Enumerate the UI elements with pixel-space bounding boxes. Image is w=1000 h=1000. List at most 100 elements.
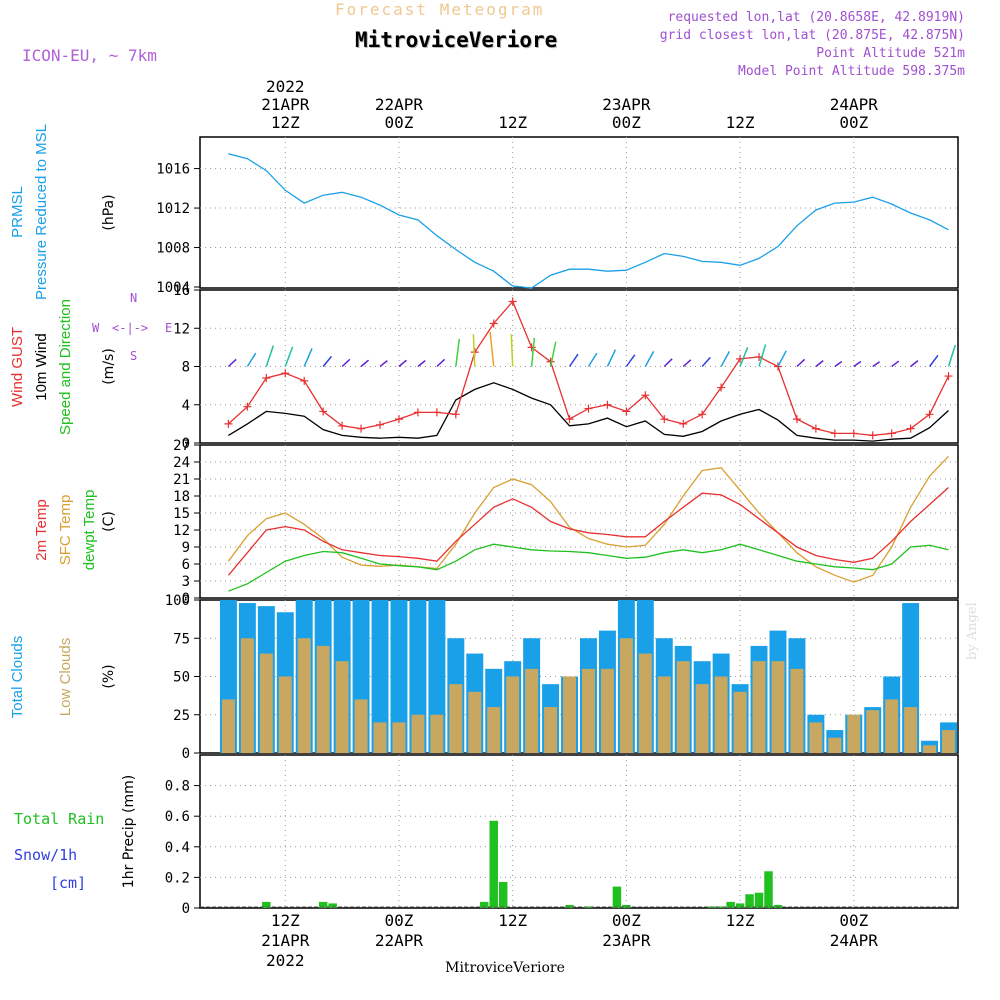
station-title: MitroviceVeriore: [355, 28, 558, 52]
wind-gust-line-point: [413, 408, 422, 417]
y-tick-label: 12: [173, 321, 190, 337]
low-cloud-bar: [809, 722, 823, 753]
top-time-label: 12Z: [271, 113, 300, 132]
wind-gust-line-point: [717, 383, 726, 392]
low-cloud-bar: [885, 699, 899, 753]
y-axis-label-pressure: (hPa): [101, 194, 117, 230]
y-tick-label: 3: [182, 574, 190, 590]
bottom-date-label: 21APR: [261, 931, 310, 950]
rain-bar: [565, 904, 574, 908]
t2m-line: [227, 487, 949, 576]
low-cloud-bar: [582, 668, 595, 753]
wind-arrow: [303, 348, 313, 367]
wind-gust-line-point: [792, 415, 801, 424]
low-cloud-bar: [373, 722, 387, 753]
bottom-year-label: 2022: [266, 951, 305, 970]
y-tick-label: 1004: [156, 280, 190, 296]
wind-gust-line-point: [262, 373, 271, 382]
rain-bar: [745, 894, 754, 908]
label-snow: Snow/1h: [14, 846, 77, 864]
footer-station: MitroviceVeriore: [445, 960, 565, 976]
rain-bar: [498, 881, 508, 908]
low-cloud-bar: [449, 684, 463, 753]
y-tick-label: 8: [182, 360, 190, 376]
y-tick-label: 0: [182, 746, 190, 762]
compass-e: E: [165, 321, 172, 335]
low-cloud-bar: [657, 676, 671, 753]
requested-coords: requested lon,lat (20.8658E, 42.8919N): [667, 10, 965, 25]
y-tick-label: 0: [182, 436, 190, 452]
y-tick-label: 15: [173, 506, 190, 522]
low-cloud-bar: [923, 745, 937, 753]
rain-bar: [726, 901, 735, 908]
label-sfc-temp: SFC Temp: [57, 495, 74, 566]
rain-bar: [754, 892, 764, 908]
y-tick-label: 0.8: [165, 779, 190, 795]
wind-arrow: [701, 356, 711, 368]
label-low-clouds: Low Clouds: [57, 638, 74, 716]
rain-bar: [480, 901, 489, 908]
label-total-clouds: Total Clouds: [9, 636, 26, 719]
wind-arrow: [360, 359, 370, 368]
low-cloud-bar: [506, 676, 520, 753]
wind-arrow: [834, 360, 843, 368]
meteogram-subtitle: Forecast Meteogram: [335, 0, 545, 19]
bottom-time-label: 00Z: [612, 911, 641, 930]
panel-frame-temperature: [199, 444, 959, 599]
wind-gust-line-point: [489, 319, 498, 328]
pressure-line: [228, 153, 949, 289]
low-cloud-bar: [278, 676, 292, 753]
rain-bar: [735, 903, 745, 908]
y-tick-label: 1016: [156, 162, 190, 178]
wind-arrow: [341, 358, 351, 368]
wind-arrow: [472, 334, 476, 367]
model-label: ICON-EU, ~ 7km: [22, 46, 157, 65]
bottom-time-label: 00Z: [839, 911, 868, 930]
wind-arrow: [891, 360, 900, 368]
top-time-label: 00Z: [839, 113, 868, 132]
label-speed-direction: Speed and Direction: [57, 299, 74, 435]
wind-arrow: [455, 338, 461, 367]
wind-arrow: [796, 358, 806, 368]
wind-gust-line-point: [679, 419, 688, 428]
y-tick-label: 50: [173, 670, 190, 686]
y-tick-label: 0.6: [165, 809, 190, 825]
y-tick-label: 9: [182, 540, 190, 556]
low-cloud-bar: [392, 722, 406, 753]
wind-arrow: [758, 344, 767, 367]
low-cloud-bar: [695, 684, 709, 753]
wind-arrow: [777, 350, 787, 367]
rain-bar: [764, 871, 773, 908]
y-tick-label: 12: [173, 523, 190, 539]
low-cloud-bar: [619, 638, 633, 753]
panel-frame-precip: [199, 754, 959, 909]
wind-gust-line-point: [811, 424, 820, 433]
wind-gust-line-point: [376, 420, 385, 429]
wind-gust-line-point: [300, 376, 309, 385]
low-cloud-bar: [354, 699, 368, 753]
wind-arrow: [910, 360, 919, 368]
bottom-time-label: 00Z: [385, 911, 414, 930]
wind-gust-line-point: [243, 402, 252, 411]
wind-speed-line: [228, 382, 949, 442]
low-cloud-bar: [752, 661, 766, 753]
point-altitude: Point Altitude 521m: [816, 46, 965, 61]
y-tick-label: 16: [173, 283, 190, 299]
bottom-date-label: 24APR: [830, 931, 879, 950]
low-cloud-bar: [771, 661, 785, 753]
y-tick-label: 6: [182, 557, 190, 573]
wind-arrow: [947, 344, 957, 367]
wind-arrow: [322, 355, 333, 367]
wind-gust-line-point: [698, 410, 707, 419]
wind-gust-line-point: [849, 429, 858, 438]
wind-arrow: [739, 347, 749, 367]
wind-gust-line-point: [660, 415, 669, 424]
wind-arrow: [815, 360, 824, 368]
compass-arrows: <-|->: [112, 321, 148, 335]
low-cloud-bar: [487, 707, 501, 753]
low-cloud-bar: [790, 668, 804, 753]
wind-gust-line-point: [357, 424, 366, 433]
wind-gust-line-point: [451, 410, 460, 419]
wind-arrow: [417, 360, 426, 368]
low-cloud-bar: [430, 714, 444, 753]
